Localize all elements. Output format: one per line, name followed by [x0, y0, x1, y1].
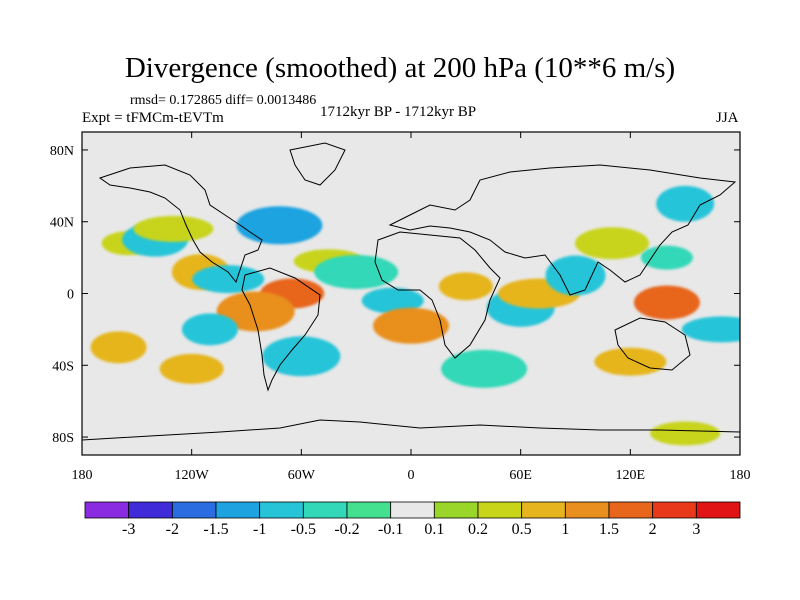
x-tick-label: 180	[72, 468, 93, 483]
colorbar-label: -0.1	[378, 521, 403, 538]
colorbar-label: 3	[692, 521, 700, 538]
colorbar-label: -0.2	[334, 521, 359, 538]
field-region	[681, 316, 740, 343]
colorbar-label: 1.5	[599, 521, 619, 538]
colorbar-label: 0.2	[468, 521, 488, 538]
colorbar-swatch	[128, 501, 173, 519]
coastline-south-america	[241, 267, 321, 392]
colorbar-label: 0.5	[512, 521, 532, 538]
colorbar-label: -2	[166, 521, 179, 538]
colorbar-swatch	[652, 501, 697, 519]
colorbar-swatch	[346, 501, 392, 519]
period-label: 1712kyr BP - 1712kyr BP	[320, 104, 477, 120]
field-region	[633, 285, 700, 320]
field-region	[90, 331, 147, 364]
colorbar-label: -3	[122, 521, 135, 538]
y-tick-label: 40S	[52, 359, 74, 374]
coastline-eurasia	[388, 164, 737, 296]
colorbar-label: -1	[253, 521, 266, 538]
colorbar-label: 0.1	[424, 521, 444, 538]
x-tick-label: 0	[408, 468, 415, 483]
colorbar-swatch	[695, 501, 741, 519]
y-tick-label: 40N	[50, 216, 74, 231]
coastline-australia	[614, 317, 691, 371]
colorbar-label: -0.5	[291, 521, 316, 538]
y-tick-label: 80N	[50, 144, 74, 159]
field-region	[640, 245, 693, 270]
experiment-label: Expt = tFMCm-tEVTm	[82, 110, 224, 126]
colorbar-label: 2	[649, 521, 657, 538]
field-region	[216, 291, 295, 332]
stats-text: rmsd= 0.172865 diff= 0.0013486	[130, 93, 317, 108]
coastline-africa	[374, 231, 501, 359]
colorbar-swatch	[84, 501, 130, 519]
y-tick-label: 80S	[52, 431, 74, 446]
colorbar-swatch	[433, 501, 479, 519]
colorbar-swatch	[171, 501, 217, 519]
field-region	[438, 272, 493, 301]
x-axis: 180 120W 60W 0 60E 120E 180	[72, 132, 751, 483]
field-region	[262, 336, 341, 377]
colorbar-label: 1	[561, 521, 569, 538]
colorbar-swatch	[215, 501, 261, 519]
field-region	[159, 353, 224, 384]
coastline-antarctica	[82, 419, 740, 441]
x-tick-label: 60W	[288, 468, 316, 483]
coastline-layer	[82, 142, 740, 441]
chart-title: Divergence (smoothed) at 200 hPa (10**6 …	[124, 52, 676, 84]
colorbar-label: -1.5	[203, 521, 228, 538]
colorbar-swatch	[608, 501, 654, 519]
x-tick-label: 180	[730, 468, 751, 483]
colorbar-swatch	[477, 501, 523, 519]
field-region	[361, 287, 424, 314]
y-tick-label: 0	[67, 288, 74, 303]
coastline-greenland	[289, 142, 346, 186]
field-region	[594, 347, 667, 376]
field-region	[656, 185, 715, 222]
colorbar-swatch	[302, 501, 348, 519]
colorbar-swatch	[259, 501, 304, 519]
colorbar-swatch	[564, 501, 610, 519]
y-axis: 80N 40N 0 40S 80S	[50, 144, 740, 446]
field-region	[575, 227, 650, 260]
field-region	[650, 421, 721, 446]
x-tick-label: 120W	[175, 468, 210, 483]
field-layer	[90, 185, 740, 446]
field-region	[133, 215, 214, 242]
season-label: JJA	[716, 110, 739, 126]
field-region	[236, 206, 323, 245]
colorbar-swatch	[390, 501, 435, 519]
field-region	[181, 313, 238, 346]
field-region	[545, 255, 606, 296]
x-tick-label: 120E	[616, 468, 646, 483]
field-region	[441, 349, 528, 388]
field-region	[314, 254, 399, 289]
colorbar-swatch	[521, 501, 566, 519]
x-tick-label: 60E	[509, 468, 532, 483]
coastline-north-america	[98, 164, 263, 284]
field-region	[373, 307, 449, 344]
field-region	[192, 265, 265, 294]
